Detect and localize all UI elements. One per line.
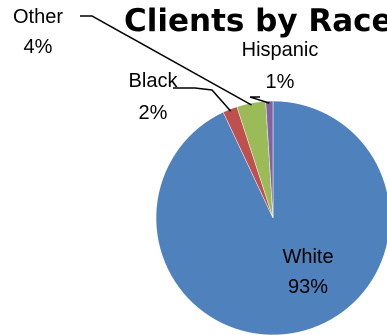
pie-slices xyxy=(155,100,387,335)
slice-label-other-value: 4% xyxy=(24,36,53,58)
leader-line-black xyxy=(173,87,232,112)
slice-label-black-name: Black xyxy=(129,70,179,92)
slice-label-hispanic-value: 1% xyxy=(266,71,295,93)
slice-label-hispanic-name: Hispanic xyxy=(242,39,319,61)
chart-title: Clients by Race xyxy=(124,3,387,39)
pie-slice-white xyxy=(155,100,387,335)
slice-label-other-name: Other xyxy=(13,6,63,28)
leader-line-other xyxy=(80,15,252,106)
leader-lines xyxy=(80,15,270,112)
slice-label-black-value: 2% xyxy=(139,102,168,124)
slice-label-white-name: White xyxy=(282,246,333,268)
leader-line-hispanic xyxy=(249,96,270,104)
slice-label-white-value: 93% xyxy=(288,276,328,298)
